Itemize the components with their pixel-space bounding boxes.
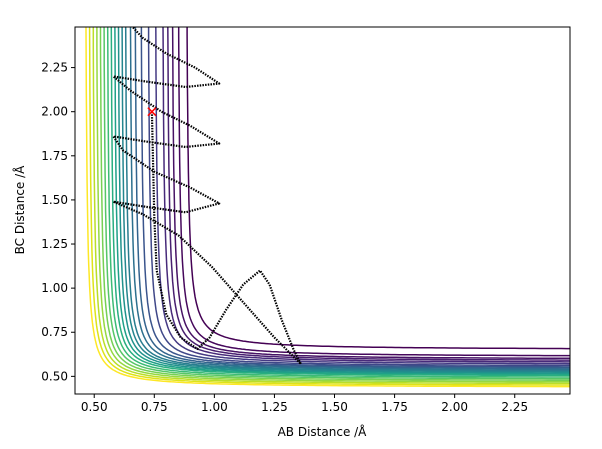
y-tick-label: 1.00 — [41, 281, 68, 295]
contour-level-11 — [124, 27, 570, 372]
x-tick-label: 1.75 — [381, 400, 408, 414]
y-tick-label: 2.25 — [41, 61, 68, 75]
y-tick-label: 1.25 — [41, 237, 68, 251]
y-axis-ticks: 0.50 0.75 1.00 1.25 1.50 1.75 2.00 2.25 — [41, 61, 75, 383]
contour-level-21 — [88, 27, 570, 386]
y-tick-label: 0.50 — [41, 369, 68, 383]
contour-level-01 — [186, 27, 570, 350]
x-tick-label: 1.50 — [321, 400, 348, 414]
x-tick-label: 1.25 — [261, 400, 288, 414]
contour-level-06 — [155, 27, 570, 365]
trajectory-path — [112, 27, 302, 366]
start-marker — [147, 107, 157, 117]
x-axis-label: AB Distance /Å — [278, 424, 368, 439]
y-tick-label: 2.00 — [41, 105, 68, 119]
x-tick-label: 0.75 — [141, 400, 168, 414]
contour-level-17 — [103, 27, 570, 380]
contour-level-18 — [99, 27, 570, 381]
contour-level-10 — [129, 27, 570, 371]
x-tick-label: 2.00 — [441, 400, 468, 414]
contour-level-13 — [117, 27, 570, 374]
contour-level-16 — [106, 27, 570, 378]
contour-level-07 — [147, 27, 570, 367]
y-tick-label: 0.75 — [41, 325, 68, 339]
contour-level-22 — [85, 27, 570, 388]
y-tick-label: 1.75 — [41, 149, 68, 163]
contour-level-03 — [171, 27, 570, 360]
contour-level-08 — [140, 27, 570, 368]
plot-frame — [74, 26, 571, 395]
x-tick-label: 0.50 — [81, 400, 108, 414]
x-tick-label: 2.25 — [501, 400, 528, 414]
trajectory-line — [112, 27, 302, 366]
x-axis-ticks: 0.50 0.75 1.00 1.25 1.50 1.75 2.00 2.25 — [81, 394, 528, 414]
contour-level-15 — [110, 27, 570, 377]
contour-level-19 — [96, 27, 570, 383]
y-axis-label: BC Distance /Å — [12, 165, 27, 255]
contour-level-20 — [92, 27, 570, 385]
contour-level-02 — [177, 27, 570, 357]
contour-level-12 — [121, 27, 570, 373]
contour-level-09 — [134, 27, 570, 369]
y-tick-label: 1.50 — [41, 193, 68, 207]
contour-level-05 — [162, 27, 570, 363]
start-marker-stroke-b — [147, 107, 157, 117]
x-tick-label: 1.00 — [201, 400, 228, 414]
contour-level-14 — [114, 27, 570, 375]
contour-level-04 — [167, 27, 570, 361]
contour-lines — [85, 27, 570, 388]
